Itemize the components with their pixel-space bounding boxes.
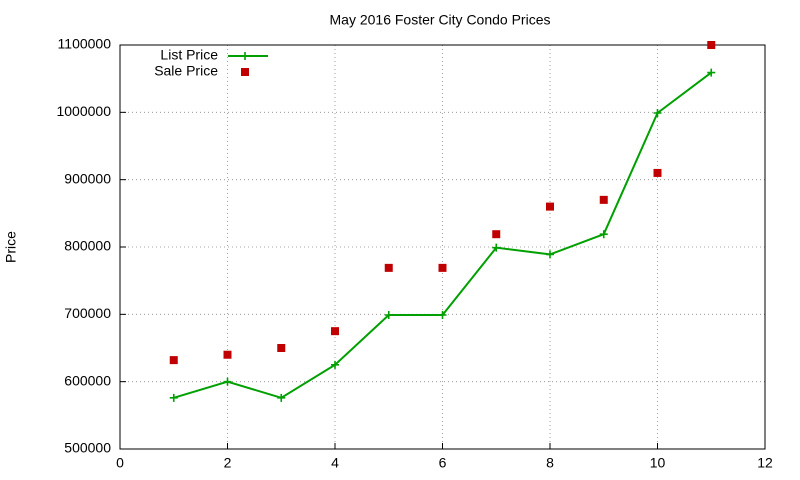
x-tick-label: 10 [650,455,666,471]
data-point [169,393,178,402]
data-point [223,350,232,359]
data-point [438,263,447,272]
data-point [546,202,554,211]
legend-marker [241,52,249,60]
data-point [599,230,608,239]
data-point [384,311,393,320]
data-point [707,68,716,77]
data-point [223,377,232,386]
x-tick-label: 2 [224,455,232,471]
x-tick-label: 6 [439,455,447,471]
data-point [492,243,501,252]
data-point [546,250,554,259]
data-point [707,41,716,49]
y-tick-label: 1100000 [58,36,112,52]
y-tick-label: 1000000 [56,103,111,119]
x-tick-label: 12 [757,455,773,471]
x-tick-label: 0 [116,455,124,471]
y-tick-label: 800000 [64,238,111,254]
data-point [331,360,339,369]
data-point [277,393,286,402]
y-tick-label: 600000 [64,372,111,388]
legend-label: Sale Price [154,63,218,79]
data-point [438,311,447,320]
y-tick-label: 900000 [64,170,111,186]
data-point [492,230,501,239]
y-axis-label: Price [3,231,19,263]
x-tick-label: 8 [546,455,554,471]
data-point [653,109,662,118]
legend-label: List Price [160,47,218,63]
data-point [653,168,662,177]
legend-marker [241,68,249,76]
y-tick-label: 500000 [64,440,111,456]
y-tick-label: 700000 [64,305,111,321]
data-point [169,356,178,365]
plot-frame [119,44,766,450]
data-point [384,263,393,272]
chart-title: May 2016 Foster City Condo Prices [330,12,551,28]
data-point [599,195,608,204]
data-point [277,344,286,352]
data-point [331,327,339,336]
x-tick-label: 4 [331,455,339,471]
